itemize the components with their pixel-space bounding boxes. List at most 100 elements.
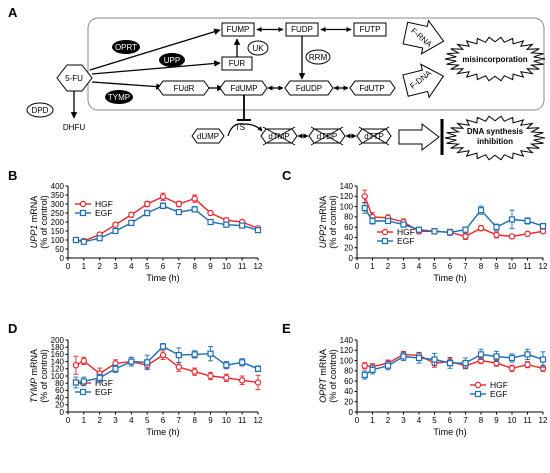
data-point-hgf bbox=[254, 379, 262, 386]
x-tick-label: 11 bbox=[238, 262, 247, 271]
legend-label-hgf: HGF bbox=[95, 378, 113, 388]
data-point-hgf bbox=[524, 361, 531, 368]
y-axis-unit: mRNA bbox=[318, 196, 328, 225]
node-fudr bbox=[157, 80, 210, 96]
node-fdutp bbox=[349, 80, 396, 96]
y-tick-label: 180 bbox=[51, 343, 65, 352]
data-point-hgf bbox=[493, 231, 500, 239]
x-tick-label: 11 bbox=[238, 416, 247, 425]
enzyme-oprt-label: OPRT bbox=[115, 43, 137, 52]
x-tick-label: 5 bbox=[432, 262, 437, 271]
legend-label-egf: EGF bbox=[95, 208, 112, 218]
x-tick-label: 8 bbox=[479, 416, 484, 425]
legend-label-egf: EGF bbox=[397, 236, 414, 246]
legend-marker bbox=[79, 388, 87, 396]
data-point-egf bbox=[384, 362, 392, 369]
node-5fu-label: 5-FU bbox=[65, 74, 83, 83]
legend-marker bbox=[474, 381, 482, 389]
x-tick-label: 2 bbox=[386, 262, 391, 271]
node-fump-label: FUMP bbox=[227, 25, 250, 34]
x-axis-label: Time (h) bbox=[146, 273, 179, 283]
y-tick-label: 60 bbox=[344, 223, 353, 232]
block-arrow-fdna bbox=[402, 63, 445, 99]
y-axis-gene: OPRT bbox=[318, 377, 328, 403]
y-tick-label: 40 bbox=[344, 233, 353, 242]
data-point-egf bbox=[159, 202, 167, 209]
data-point-egf bbox=[415, 226, 423, 233]
legend-marker bbox=[381, 237, 389, 245]
x-tick-label: 5 bbox=[145, 262, 150, 271]
y-tick-label: 80 bbox=[55, 379, 64, 388]
data-point-egf bbox=[144, 209, 151, 217]
y-axis-label: TYMP mRNA bbox=[29, 349, 39, 403]
data-point-egf bbox=[128, 219, 135, 226]
enzyme-upp-label: UPP bbox=[164, 56, 180, 65]
data-point-egf bbox=[80, 378, 87, 385]
x-tick-label: 4 bbox=[129, 416, 134, 425]
data-point-egf bbox=[477, 207, 485, 214]
node-fudp-label: FUDP bbox=[291, 25, 313, 34]
node-futp bbox=[353, 22, 387, 37]
series-line-egf bbox=[364, 207, 544, 234]
data-point-egf bbox=[369, 217, 376, 225]
enzyme-dpd bbox=[26, 102, 54, 118]
legend-label-hgf: HGF bbox=[490, 380, 508, 390]
y-axis-unit: mRNA bbox=[29, 349, 39, 378]
x-tick-label: 9 bbox=[494, 262, 499, 271]
block-arrow-frna bbox=[402, 19, 445, 55]
y-axis-label-2: (% of control) bbox=[328, 349, 338, 403]
y-tick-label: 200 bbox=[51, 218, 65, 227]
legend-marker bbox=[381, 228, 389, 236]
data-point-egf bbox=[159, 343, 167, 350]
data-point-hgf bbox=[361, 193, 368, 200]
data-point-egf bbox=[446, 229, 454, 236]
x-tick-label: 0 bbox=[355, 416, 360, 425]
data-point-hgf bbox=[462, 233, 469, 240]
y-axis-label-2: (% of control) bbox=[39, 349, 49, 403]
chart-upp1: 0 1 2 3 4 5 6 7 8 9 10 11 12050100150200250300350400… bbox=[29, 182, 263, 283]
x-tick-label: 6 bbox=[161, 262, 166, 271]
node-fdutp-label: FdUTP bbox=[359, 84, 384, 93]
data-point-egf bbox=[207, 218, 214, 226]
data-point-egf bbox=[524, 217, 531, 225]
data-point-egf bbox=[462, 360, 469, 367]
y-tick-label: 40 bbox=[55, 393, 64, 402]
y-tick-label: 0 bbox=[349, 254, 354, 263]
y-tick-label: 20 bbox=[344, 244, 353, 253]
x-tick-label: 12 bbox=[539, 262, 548, 271]
data-point-egf bbox=[493, 353, 500, 360]
legend-label-hgf: HGF bbox=[95, 199, 113, 209]
panel-label-e: E bbox=[282, 321, 291, 336]
data-point-egf bbox=[508, 354, 516, 362]
node-fdump bbox=[219, 80, 268, 96]
panel-label-d: D bbox=[8, 321, 17, 336]
y-tick-label: 0 bbox=[60, 408, 65, 417]
x-tick-label: 4 bbox=[417, 262, 422, 271]
arrow-fu-fump bbox=[89, 28, 221, 71]
data-point-egf bbox=[384, 217, 392, 225]
data-point-egf bbox=[493, 224, 500, 231]
x-tick-label: 7 bbox=[177, 262, 182, 271]
data-point-egf bbox=[508, 216, 516, 223]
x-tick-label: 6 bbox=[448, 416, 453, 425]
x-tick-label: 10 bbox=[222, 262, 231, 271]
y-tick-label: 60 bbox=[344, 377, 353, 386]
data-point-egf bbox=[239, 222, 246, 229]
y-axis-label-2: (% of control) bbox=[328, 195, 338, 249]
data-point-hgf bbox=[159, 193, 167, 200]
data-point-egf bbox=[539, 356, 547, 363]
y-axis-unit: mRNA bbox=[318, 349, 328, 378]
node-fudr-label: FUdR bbox=[174, 84, 195, 93]
data-point-egf bbox=[462, 226, 469, 233]
data-point-egf bbox=[524, 351, 531, 358]
node-dnasyn-label-1: DNA synthesis bbox=[467, 127, 524, 136]
y-tick-label: 120 bbox=[340, 346, 354, 355]
data-point-hgf bbox=[112, 221, 119, 228]
data-point-egf bbox=[80, 238, 87, 245]
legend-marker bbox=[79, 209, 87, 217]
chart-tymp: 0 1 2 3 4 5 6 7 8 9 10 11 12020406080100120140160180… bbox=[29, 336, 263, 437]
data-point-hgf bbox=[223, 374, 230, 381]
data-point-egf bbox=[223, 362, 230, 369]
block-arrow-dna bbox=[398, 122, 440, 152]
